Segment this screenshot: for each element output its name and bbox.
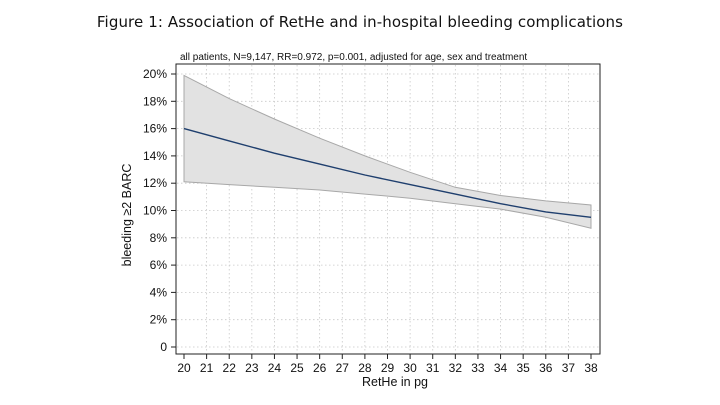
x-axis-label: RetHe in pg bbox=[362, 375, 428, 389]
y-tick-label: 8% bbox=[150, 231, 168, 245]
x-tick-label: 24 bbox=[268, 361, 282, 375]
x-tick-label: 33 bbox=[471, 361, 485, 375]
x-tick-label: 38 bbox=[584, 361, 598, 375]
x-tick-label: 28 bbox=[358, 361, 372, 375]
x-tick-label: 25 bbox=[290, 361, 304, 375]
x-tick-label: 26 bbox=[313, 361, 327, 375]
y-tick-label: 6% bbox=[150, 258, 168, 272]
x-tick-label: 27 bbox=[336, 361, 350, 375]
x-tick-label: 34 bbox=[494, 361, 508, 375]
y-tick-label: 4% bbox=[150, 285, 168, 299]
y-tick-label: 14% bbox=[143, 149, 167, 163]
chart-subtitle: all patients, N=9,147, RR=0.972, p=0.001… bbox=[180, 52, 527, 63]
y-tick-label: 20% bbox=[143, 67, 167, 81]
y-tick-label: 0 bbox=[160, 340, 167, 354]
x-tick-label: 30 bbox=[403, 361, 417, 375]
y-tick-label: 10% bbox=[143, 204, 167, 218]
x-tick-label: 37 bbox=[562, 361, 576, 375]
grid bbox=[177, 65, 599, 353]
x-axis: 20 21 22 23 24 25 26 27 28 29 30 31 32 33 34 35 36 37 38 bbox=[177, 354, 598, 375]
y-tick-label: 18% bbox=[143, 94, 167, 108]
y-tick-label: 12% bbox=[143, 176, 167, 190]
x-tick-label: 31 bbox=[426, 361, 440, 375]
x-tick-label: 35 bbox=[516, 361, 530, 375]
x-tick-label: 36 bbox=[539, 361, 553, 375]
figure-title: Figure 1: Association of RetHe and in-ho… bbox=[96, 13, 624, 31]
x-tick-label: 20 bbox=[177, 361, 191, 375]
y-tick-label: 16% bbox=[143, 122, 167, 136]
x-tick-label: 29 bbox=[381, 361, 395, 375]
x-tick-label: 32 bbox=[449, 361, 463, 375]
x-tick-label: 21 bbox=[200, 361, 214, 375]
fitted-line bbox=[183, 127, 592, 218]
x-tick-label: 23 bbox=[245, 361, 259, 375]
y-axis: 0 2% 4% 6% 8% 10% 12% 14% 16% 18% 20% bbox=[143, 67, 176, 354]
y-axis-label: bleeding ≥2 BARC bbox=[120, 164, 134, 267]
y-tick-label: 2% bbox=[150, 313, 168, 327]
x-tick-label: 22 bbox=[223, 361, 237, 375]
series-line bbox=[183, 127, 592, 218]
